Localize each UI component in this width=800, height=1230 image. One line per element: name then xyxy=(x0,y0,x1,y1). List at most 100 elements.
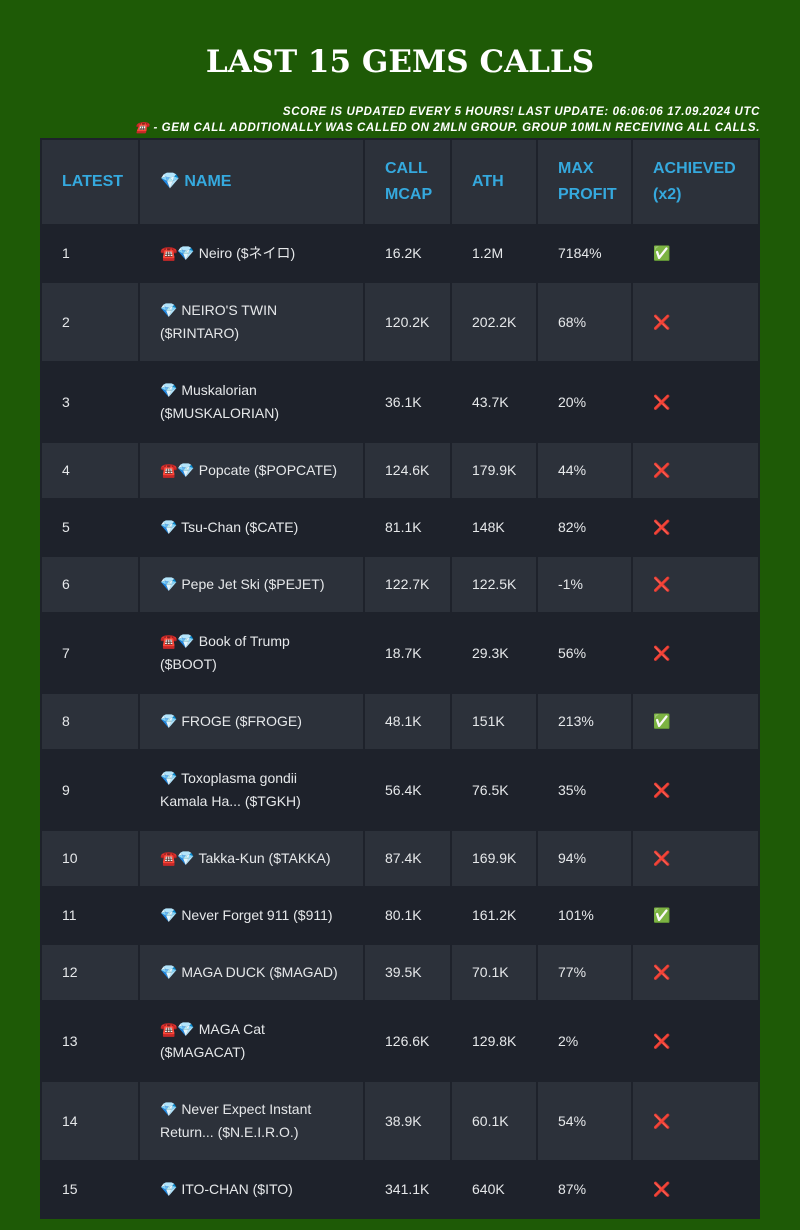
table-cell: 12 xyxy=(42,945,138,1000)
table-cell: 122.7K xyxy=(365,557,450,612)
table-cell: 101% xyxy=(558,907,594,923)
table-cell: 3 xyxy=(62,393,70,410)
table-cell: 💎 NEIRO'S TWIN ($RINTARO) xyxy=(140,283,363,361)
table-cell: ❌ xyxy=(653,1032,671,1049)
table-cell: 43.7K xyxy=(472,393,509,410)
table-cell: 7184% xyxy=(558,245,602,261)
notes: SCORE IS UPDATED EVERY 5 HOURS! LAST UPD… xyxy=(40,104,760,136)
table-cell: 💎 Never Expect Instant Return... ($N.E.I… xyxy=(140,1082,363,1160)
table-cell: 18.7K xyxy=(385,644,422,661)
table-row: 12 💎 MAGA DUCK ($MAGAD) 39.5K 70.1K 77% ❌ xyxy=(42,945,758,1000)
table-cell: 213% xyxy=(538,694,631,749)
table-row: 9 💎 Toxoplasma gondii Kamala Ha... ($TGKH… xyxy=(42,751,758,829)
table-cell: ❌ xyxy=(653,393,671,410)
table-cell: ❌ xyxy=(653,1181,671,1197)
table-cell: 14 xyxy=(42,1082,138,1160)
table-cell: ✅ xyxy=(653,245,671,261)
header-row: LATEST 💎 NAME CALL MCAP ATH MAX PROFIT ACHIEV… xyxy=(42,140,758,224)
table-cell: 6 xyxy=(42,557,138,612)
table-cell: 35% xyxy=(558,781,587,798)
table-cell: 94% xyxy=(538,831,631,886)
table-cell: 💎 Muskalorian ($MUSKALORIAN) xyxy=(160,382,280,421)
table-cell: 87% xyxy=(558,1181,587,1197)
table-cell: 36.1K xyxy=(385,393,422,410)
table-cell: 82% xyxy=(558,519,587,535)
table-cell: 122.5K xyxy=(452,557,536,612)
column-header: ATH xyxy=(452,140,536,224)
table-cell: 💎 FROGE ($FROGE) xyxy=(140,694,363,749)
table-cell: 54% xyxy=(538,1082,631,1160)
table-cell: 💎 MAGA DUCK ($MAGAD) xyxy=(140,945,363,1000)
table-cell: 341.1K xyxy=(385,1181,430,1197)
table-cell: 126.6K xyxy=(385,1032,430,1049)
title: LAST 15 GEMS CALLS xyxy=(205,44,595,80)
table-cell: 80.1K xyxy=(385,907,422,923)
table-cell: 11 xyxy=(62,907,77,923)
table-cell: ❌ xyxy=(653,781,671,798)
table-cell: 202.2K xyxy=(452,283,536,361)
table-cell: ☎️💎 Book of Trump ($BOOT) xyxy=(160,633,290,672)
table-cell: 1 xyxy=(62,245,70,261)
table-cell: 15 xyxy=(62,1181,78,1197)
table-cell: 81.1K xyxy=(385,519,422,535)
table-cell: ❌ xyxy=(653,519,671,535)
table-cell: 10 xyxy=(42,831,138,886)
table-cell: 38.9K xyxy=(365,1082,450,1160)
table-cell: ❌ xyxy=(633,1082,758,1160)
table-cell: 13 xyxy=(62,1032,78,1049)
table-cell: ☎️💎 Neiro ($ネイロ) xyxy=(160,245,296,261)
table-cell: 60.1K xyxy=(452,1082,536,1160)
table-row: 14 💎 Never Expect Instant Return... ($N.E… xyxy=(42,1082,758,1160)
table-row: 15 💎 ITO-CHAN ($ITO) 341.1K 640K 87% ❌ xyxy=(42,1162,758,1217)
table-cell: 148K xyxy=(472,519,505,535)
table-cell: 179.9K xyxy=(452,443,536,498)
table-cell: 640K xyxy=(472,1181,505,1197)
table-cell: 💎 ITO-CHAN ($ITO) xyxy=(160,1181,293,1197)
table-cell: 8 xyxy=(42,694,138,749)
table-row: 13 ☎️💎 MAGA Cat ($MAGACAT) 126.6K 129.8K 2% ❌ xyxy=(42,1002,758,1080)
table-row: 3 💎 Muskalorian ($MUSKALORIAN) 36.1K 43.7K 2… xyxy=(42,363,758,441)
note: ☎️ - GEM CALL ADDITIONALLY WAS CALLED ON… xyxy=(134,122,760,134)
table-cell: 16.2K xyxy=(385,245,422,261)
table-cell: 169.9K xyxy=(452,831,536,886)
table-cell: ✅ xyxy=(633,694,758,749)
table-cell: 20% xyxy=(558,393,587,410)
table-cell: 💎 Pepe Jet Ski ($PEJET) xyxy=(140,557,363,612)
table-row: 7 ☎️💎 Book of Trump ($BOOT) 18.7K 29.3K 56% ❌ xyxy=(42,614,758,692)
table-cell: ❌ xyxy=(633,945,758,1000)
table-cell: 💎 Never Forget 911 ($911) xyxy=(160,907,333,923)
table-cell: 1.2M xyxy=(472,245,504,261)
table-cell: 44% xyxy=(538,443,631,498)
table-cell: 7 xyxy=(62,644,70,661)
table-cell: -1% xyxy=(538,557,631,612)
column-header: LATEST xyxy=(42,140,138,224)
table-cell: ❌ xyxy=(653,644,671,661)
table-cell: 124.6K xyxy=(365,443,450,498)
table-row: 4 ☎️💎 Popcate ($POPCATE) 124.6K 179.9K 44% ❌ xyxy=(42,443,758,498)
table-cell: 9 xyxy=(62,781,70,798)
table-cell: 56% xyxy=(558,644,587,661)
table-cell: ❌ xyxy=(633,831,758,886)
column-header: ACHIEVED (x2) xyxy=(633,140,758,224)
table-cell: 2% xyxy=(558,1032,579,1049)
table-cell: ☎️💎 Takka-Kun ($TAKKA) xyxy=(140,831,363,886)
table-row: 2 💎 NEIRO'S TWIN ($RINTARO) 120.2K 202.2K 68… xyxy=(42,283,758,361)
column-header: 💎 NAME xyxy=(140,140,363,224)
table-cell: 70.1K xyxy=(452,945,536,1000)
table-row: 8 💎 FROGE ($FROGE) 48.1K 151K 213% ✅ xyxy=(42,694,758,749)
table-cell: ❌ xyxy=(633,283,758,361)
table-cell: ☎️💎 Popcate ($POPCATE) xyxy=(140,443,363,498)
table-row: 10 ☎️💎 Takka-Kun ($TAKKA) 87.4K 169.9K 94% ❌ xyxy=(42,831,758,886)
table-cell: 💎 Tsu-Chan ($CATE) xyxy=(160,519,299,535)
table-cell: ❌ xyxy=(633,557,758,612)
table-body: 1 ☎️💎 Neiro ($ネイロ) 16.2K 1.2M 7184% ✅ 2 💎 NEIRO… xyxy=(42,226,758,1217)
table-cell: 39.5K xyxy=(365,945,450,1000)
column-header: MAX PROFIT xyxy=(538,140,631,224)
gems-table: LATEST 💎 NAME CALL MCAP ATH MAX PROFIT ACHIEV… xyxy=(40,138,760,1219)
table-row: 6 💎 Pepe Jet Ski ($PEJET) 122.7K 122.5K -1% ❌ xyxy=(42,557,758,612)
table-cell: ✅ xyxy=(653,907,671,923)
table-row: 5 💎 Tsu-Chan ($CATE) 81.1K 148K 82% ❌ xyxy=(42,500,758,555)
table-cell: 120.2K xyxy=(365,283,450,361)
table-cell: 4 xyxy=(42,443,138,498)
